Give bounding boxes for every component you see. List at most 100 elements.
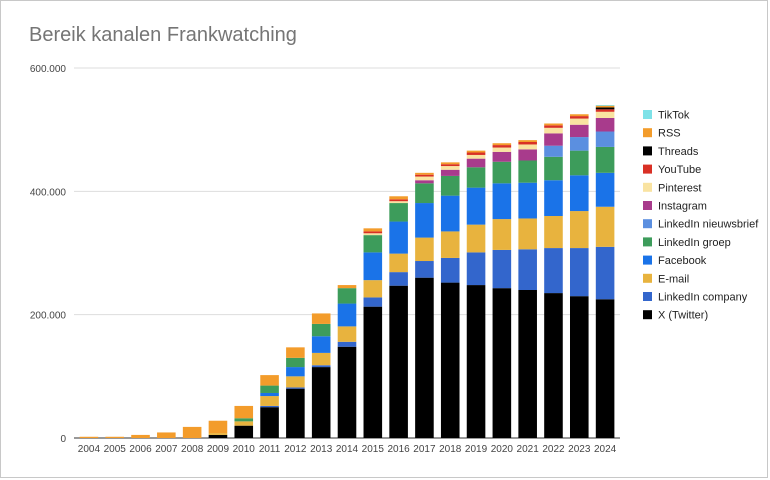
- bar-segment-e-mail-2015: [363, 280, 383, 298]
- bar-segment-x-twitter-2011: [260, 407, 279, 438]
- bar-segment-linkedin-company-2024: [595, 246, 615, 300]
- legend-swatch-instagram: [643, 201, 652, 210]
- bar-segment-instagram-2021: [518, 149, 537, 161]
- bar-segment-e-mail-2017: [415, 237, 434, 262]
- bar-segment-linkedin-company-2019: [466, 252, 486, 286]
- bar-segment-x-twitter-2022: [544, 293, 563, 438]
- legend-label-linkedin-nieuwsbrief: LinkedIn nieuwsbrief: [658, 219, 759, 231]
- x-tick-label: 2011: [259, 444, 281, 455]
- y-tick-label: 600.000: [30, 64, 67, 75]
- bar-segment-linkedin-groep-2013: [311, 323, 331, 337]
- x-tick-label: 2006: [129, 444, 152, 455]
- legend-swatch-threads: [643, 146, 652, 156]
- bar-segment-instagram-2020: [492, 151, 512, 162]
- legend-label-linkedin-company: LinkedIn company: [658, 292, 748, 304]
- x-tick-label: 2014: [336, 444, 359, 455]
- bar-segment-facebook-2013: [311, 336, 331, 353]
- bar-segment-x-twitter-2019: [466, 285, 486, 438]
- bar-segment-rss-2007: [157, 432, 176, 438]
- bar-segment-instagram-2022: [544, 133, 563, 146]
- bar-segment-facebook-2023: [569, 175, 589, 212]
- x-tick-label: 2024: [594, 444, 617, 455]
- bar-segment-pinterest-2019: [466, 154, 486, 159]
- bar-segment-x-twitter-2018: [440, 282, 460, 438]
- legend-swatch-x-twitter: [643, 310, 652, 320]
- legend-swatch-linkedin-company: [643, 292, 652, 301]
- bar-segment-linkedin-company-2021: [518, 249, 537, 290]
- bar-segment-instagram-2019: [466, 158, 486, 168]
- bar-segment-x-twitter-2009: [208, 434, 228, 438]
- legend-label-linkedin-groep: LinkedIn groep: [658, 237, 731, 249]
- bar-segment-facebook-2016: [389, 221, 408, 254]
- bar-segment-linkedin-company-2011: [260, 405, 279, 408]
- legend-swatch-pinterest: [643, 182, 652, 192]
- bar-segment-linkedin-company-2016: [389, 272, 408, 286]
- bar-segment-e-mail-2018: [440, 231, 460, 258]
- x-tick-label: 2009: [207, 444, 230, 455]
- bar-segment-youtube-2020: [492, 145, 512, 148]
- bar-segment-pinterest-2018: [440, 166, 460, 170]
- bar-segment-pinterest-2020: [492, 147, 512, 152]
- bar-segment-threads-2024: [595, 107, 615, 110]
- bar-segment-e-mail-2016: [389, 253, 408, 273]
- legend-label-facebook: Facebook: [658, 255, 707, 267]
- legend-label-pinterest: Pinterest: [658, 182, 701, 194]
- x-tick-label: 2020: [491, 444, 514, 455]
- bar-segment-linkedin-groep-2024: [595, 146, 615, 173]
- bar-segment-linkedin-groep-2014: [337, 288, 357, 304]
- bar-segment-facebook-2018: [440, 195, 460, 232]
- bar-segment-pinterest-2015: [363, 233, 383, 236]
- legend-label-x-twitter: X (Twitter): [658, 310, 708, 322]
- bar-segment-e-mail-2010: [234, 421, 254, 426]
- bar-segment-linkedin-groep-2021: [518, 160, 537, 183]
- legend-swatch-linkedin-groep: [643, 237, 652, 247]
- bar-segment-e-mail-2009: [208, 433, 228, 435]
- bar-segment-rss-2019: [466, 150, 486, 153]
- x-tick-label: 2018: [439, 444, 462, 455]
- bar-segment-linkedin-groep-2016: [389, 203, 408, 222]
- y-tick-label: 200.000: [30, 311, 67, 322]
- bar-segment-e-mail-2011: [260, 396, 279, 406]
- legend-swatch-e-mail: [643, 273, 652, 283]
- x-tick-label: 2010: [233, 444, 256, 455]
- bar-segment-linkedin-company-2018: [440, 257, 460, 283]
- bar-segment-rss-2008: [182, 426, 202, 438]
- bar-segment-facebook-2017: [415, 203, 434, 238]
- bar-segment-linkedin-company-2012: [286, 387, 305, 389]
- bar-segment-e-mail-2020: [492, 219, 512, 250]
- bar-segment-x-twitter-2014: [337, 346, 357, 438]
- x-tick-label: 2016: [387, 444, 410, 455]
- bar-segment-facebook-2022: [544, 180, 563, 216]
- bar-segment-rss-2006: [131, 434, 150, 438]
- bar-segment-rss-2010: [234, 405, 254, 419]
- bar-segment-linkedin-groep-2020: [492, 161, 512, 184]
- bar-segment-rss-2024: [595, 105, 615, 108]
- x-tick-label: 2013: [310, 444, 333, 455]
- bar-segment-linkedin-groep-2023: [569, 150, 589, 176]
- y-tick-label: 400.000: [30, 187, 67, 198]
- bar-segment-youtube-2017: [415, 174, 434, 177]
- legend-swatch-tiktok: [643, 110, 652, 119]
- x-tick-label: 2022: [542, 444, 565, 455]
- bar-segment-facebook-2019: [466, 187, 486, 225]
- bar-segment-rss-2015: [363, 228, 383, 232]
- bar-segment-rss-2021: [518, 140, 537, 142]
- bar-segment-pinterest-2017: [415, 176, 434, 181]
- bar-segment-pinterest-2021: [518, 144, 537, 150]
- bar-segment-pinterest-2023: [569, 118, 589, 125]
- bar-segment-rss-2011: [260, 375, 279, 386]
- bar-segment-linkedin-groep-2010: [234, 418, 254, 422]
- bar-segment-e-mail-2024: [595, 206, 615, 247]
- bar-segment-x-twitter-2020: [492, 288, 512, 438]
- x-tick-label: 2019: [465, 444, 488, 455]
- bar-segment-rss-2014: [337, 285, 357, 289]
- bar-segment-pinterest-2024: [595, 111, 615, 118]
- bar-segment-rss-2018: [440, 162, 460, 165]
- x-tick-label: 2008: [181, 444, 204, 455]
- bar-segment-linkedin-company-2020: [492, 249, 512, 289]
- bar-segment-facebook-2015: [363, 252, 383, 281]
- x-tick-label: 2005: [104, 444, 127, 455]
- bar-segment-linkedin-groep-2017: [415, 183, 434, 204]
- bar-segment-youtube-2024: [595, 109, 615, 112]
- bar-segment-youtube-2015: [363, 231, 383, 234]
